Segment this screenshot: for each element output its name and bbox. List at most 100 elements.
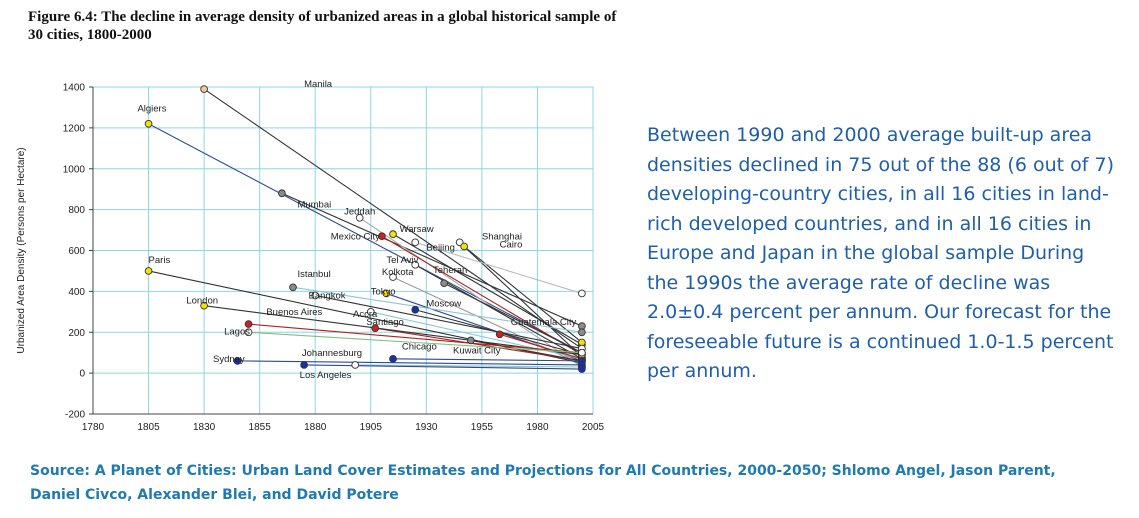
city-label: Cairo [500,239,523,250]
data-point [144,267,153,275]
data-point [460,242,468,251]
figure-title: Figure 6.4: The decline in average densi… [28,9,617,43]
city-label: Guatemala City [511,317,577,328]
city-label: Shanghai [482,231,522,242]
series-line [499,333,583,360]
data-point [355,213,364,222]
city-label: Accra [353,309,378,320]
data-point [411,305,420,314]
series-line [281,192,583,327]
y-tick-label: 200 [68,328,85,339]
city-label: Algiers [137,104,166,115]
data-point [578,365,586,373]
series-line [392,358,582,362]
source-citation: Source: A Planet of Cities: Urban Land C… [30,463,1056,503]
data-point [378,232,386,241]
data-point [578,328,586,337]
data-point [244,320,253,328]
y-tick-label: 800 [68,205,85,216]
series-line [315,294,582,350]
city-label: Tel Aviv [386,255,418,266]
data-point [389,230,397,239]
city-label: Bangkok [309,291,346,302]
x-tick-label: 1930 [415,422,438,433]
data-point [289,283,297,292]
x-tick-label: 2005 [582,422,605,433]
y-tick-label: -200 [65,410,85,421]
y-axis-title: Urbanized Area Density (Persons per Hect… [16,147,27,353]
data-point [466,336,475,345]
data-point [351,361,360,369]
y-tick-label: 1200 [63,123,86,134]
city-label: Tokyo [371,286,396,297]
data-point [244,328,253,337]
series-line [359,217,583,368]
series-line [470,339,582,362]
city-label: Los Angeles [300,370,352,381]
city-label: Buenos Aires [266,307,322,318]
data-point [144,119,153,128]
city-label: Mexico City [331,231,380,242]
city-label: Moscow [426,299,461,310]
data-point [366,307,375,316]
series-line [381,235,583,356]
series-line [304,364,582,370]
series-line [415,241,583,294]
data-point [389,354,397,363]
x-tick-label: 1880 [304,422,327,433]
x-tick-label: 1980 [526,422,549,433]
series-line [237,360,582,366]
data-point [278,189,286,198]
city-label: Johannesburg [302,348,362,359]
series-line [248,323,582,354]
y-tick-label: 1000 [63,164,86,175]
data-point [411,238,420,247]
city-label: Warsaw [400,224,434,235]
description-text: Between 1990 and 2000 average built-up a… [647,124,1114,382]
series-line [204,305,582,356]
data-point [578,348,586,357]
x-tick-label: 1855 [249,422,272,433]
city-label: Lagos [224,326,250,337]
city-label: Paris [149,255,171,266]
x-tick-label: 1805 [137,422,160,433]
y-tick-label: 400 [68,287,85,298]
y-tick-label: 1400 [63,83,86,94]
y-tick-label: 600 [68,246,85,257]
data-point [233,357,242,365]
city-label: Jeddah [344,207,375,218]
data-point [440,279,448,288]
data-point [371,324,380,333]
city-label: Teheran [433,265,467,276]
data-point [311,291,320,300]
series-line [443,282,583,354]
city-label: Mumbai [297,200,331,211]
series-line [248,331,582,354]
city-label: Kuwait City [453,346,501,357]
city-label: London [186,296,218,307]
city-label: Santiago [366,317,404,328]
series-line [392,233,583,345]
data-point [200,301,208,310]
data-point [578,289,586,298]
x-tick-label: 1830 [193,422,216,433]
series-line [355,364,582,368]
series-line [463,245,583,343]
data-point [411,260,420,269]
city-label: Chicago [402,342,437,353]
data-point [382,289,391,298]
x-tick-label: 1905 [360,422,383,433]
data-point [300,361,308,369]
data-point [495,330,504,339]
city-label: Kolkota [382,267,414,278]
city-label: Manila [304,79,333,90]
city-label: Sydney [213,354,245,365]
series-line [375,327,582,362]
series-line [203,88,583,350]
x-tick-label: 1780 [82,422,105,433]
density-chart: 1780 1805 1830 1855 1880 1905 1930 1955 1980 2005… [16,79,605,433]
y-tick-label: 0 [79,369,85,380]
series-line [459,241,583,358]
city-label: Istanbul [297,269,330,280]
city-label: Beijing [426,243,455,254]
